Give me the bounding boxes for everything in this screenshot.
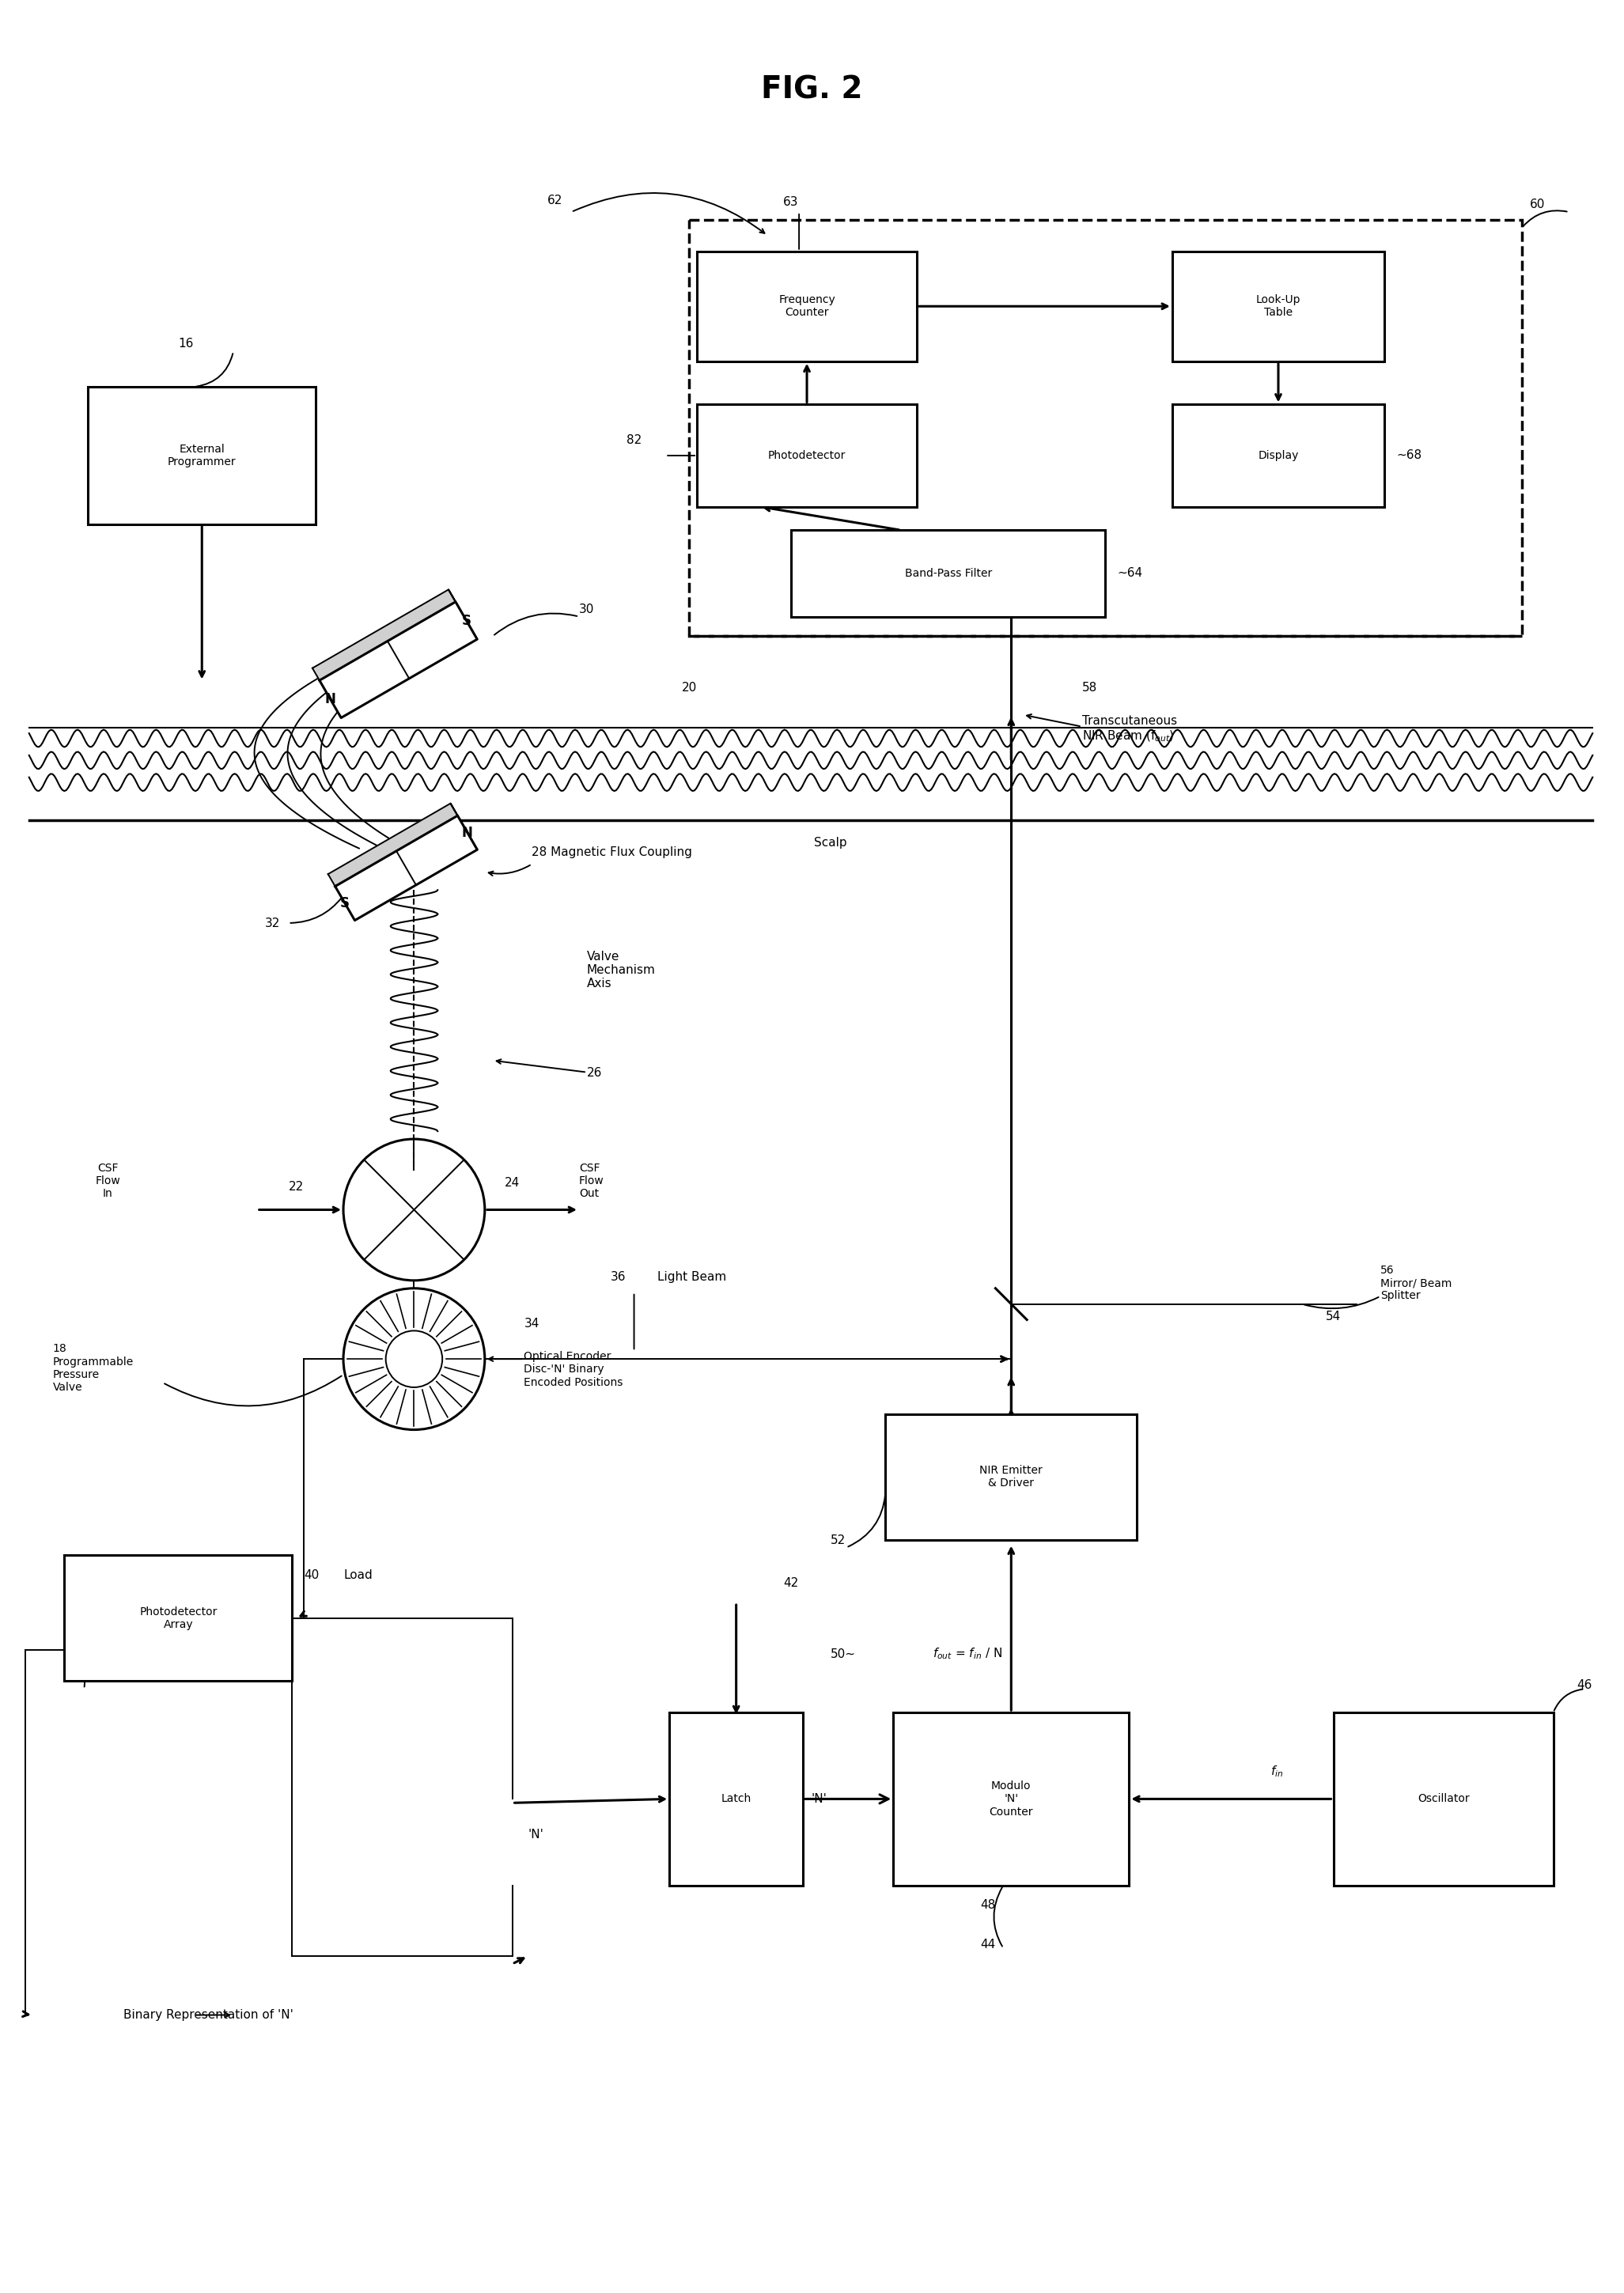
Text: Scalp: Scalp bbox=[814, 837, 848, 848]
Text: 28 Magnetic Flux Coupling: 28 Magnetic Flux Coupling bbox=[533, 846, 692, 858]
Text: Binary Representation of 'N': Binary Representation of 'N' bbox=[123, 2009, 294, 2022]
Text: 52: 52 bbox=[830, 1534, 846, 1545]
Text: 48: 48 bbox=[979, 1899, 996, 1912]
Text: 32: 32 bbox=[265, 917, 279, 929]
Text: NIR Emitter
& Driver: NIR Emitter & Driver bbox=[979, 1465, 1043, 1488]
FancyBboxPatch shape bbox=[697, 252, 918, 362]
Text: Valve
Mechanism
Axis: Valve Mechanism Axis bbox=[586, 952, 656, 991]
Text: N: N bbox=[325, 692, 336, 706]
Text: 'N': 'N' bbox=[528, 1830, 544, 1841]
Text: N: N bbox=[461, 825, 473, 839]
Text: Optical Encoder
Disc-'N' Binary
Encoded Positions: Optical Encoder Disc-'N' Binary Encoded … bbox=[525, 1351, 624, 1387]
Text: 44: 44 bbox=[979, 1938, 996, 1951]
Text: 22: 22 bbox=[289, 1181, 304, 1192]
FancyBboxPatch shape bbox=[1173, 252, 1384, 362]
Text: 60: 60 bbox=[1530, 199, 1544, 211]
Text: 42: 42 bbox=[783, 1578, 799, 1589]
Text: 50~: 50~ bbox=[830, 1649, 856, 1660]
FancyBboxPatch shape bbox=[885, 1415, 1137, 1539]
FancyBboxPatch shape bbox=[689, 220, 1522, 635]
Text: Transcutaneous
NIR Beam (f$_{out}$): Transcutaneous NIR Beam (f$_{out}$) bbox=[1082, 715, 1177, 743]
Text: 'N': 'N' bbox=[810, 1793, 827, 1805]
Text: 34: 34 bbox=[525, 1318, 539, 1330]
FancyBboxPatch shape bbox=[1173, 404, 1384, 507]
Text: 24: 24 bbox=[505, 1176, 520, 1188]
Text: Modulo
'N'
Counter: Modulo 'N' Counter bbox=[989, 1782, 1033, 1818]
Text: Photodetector
Array: Photodetector Array bbox=[140, 1607, 218, 1630]
Text: $f_{in}$: $f_{in}$ bbox=[1270, 1763, 1283, 1779]
Text: CSF
Flow
In: CSF Flow In bbox=[96, 1163, 120, 1199]
Text: Display: Display bbox=[1259, 449, 1299, 461]
Text: Frequency
Counter: Frequency Counter bbox=[778, 294, 835, 319]
Text: ~64: ~64 bbox=[1117, 566, 1143, 580]
Text: 46: 46 bbox=[1577, 1678, 1592, 1692]
FancyBboxPatch shape bbox=[65, 1555, 292, 1681]
Polygon shape bbox=[328, 803, 458, 887]
Text: 63: 63 bbox=[783, 197, 799, 209]
Text: CSF
Flow
Out: CSF Flow Out bbox=[580, 1163, 604, 1199]
Text: 56
Mirror/ Beam
Splitter: 56 Mirror/ Beam Splitter bbox=[1380, 1266, 1452, 1302]
Text: 18
Programmable
Pressure
Valve: 18 Programmable Pressure Valve bbox=[52, 1344, 133, 1392]
Text: Latch: Latch bbox=[721, 1793, 752, 1805]
FancyBboxPatch shape bbox=[697, 404, 918, 507]
Text: FIG. 2: FIG. 2 bbox=[762, 76, 862, 105]
Text: 58: 58 bbox=[1082, 681, 1098, 692]
Text: S: S bbox=[339, 897, 349, 910]
FancyBboxPatch shape bbox=[88, 388, 315, 525]
Text: 20: 20 bbox=[682, 681, 697, 692]
Text: 54: 54 bbox=[1325, 1309, 1341, 1323]
Text: 36: 36 bbox=[611, 1270, 625, 1282]
Polygon shape bbox=[312, 589, 456, 681]
Polygon shape bbox=[320, 601, 477, 718]
FancyBboxPatch shape bbox=[791, 530, 1106, 617]
Text: 82: 82 bbox=[627, 433, 641, 447]
Text: External
Programmer: External Programmer bbox=[167, 443, 235, 468]
Text: $f_{out}$ = $f_{in}$ / N: $f_{out}$ = $f_{in}$ / N bbox=[932, 1646, 1002, 1660]
Text: 30: 30 bbox=[580, 603, 594, 615]
Text: 62: 62 bbox=[547, 195, 564, 206]
FancyBboxPatch shape bbox=[669, 1713, 802, 1885]
FancyBboxPatch shape bbox=[1333, 1713, 1553, 1885]
Text: S: S bbox=[461, 615, 471, 628]
Polygon shape bbox=[450, 803, 477, 851]
Text: Photodetector: Photodetector bbox=[768, 449, 846, 461]
FancyBboxPatch shape bbox=[893, 1713, 1129, 1885]
Text: Load: Load bbox=[343, 1568, 372, 1582]
Polygon shape bbox=[335, 816, 477, 919]
Text: ~68: ~68 bbox=[1397, 449, 1421, 461]
Text: Light Beam: Light Beam bbox=[658, 1270, 726, 1282]
Text: 38: 38 bbox=[68, 1672, 84, 1683]
Text: Oscillator: Oscillator bbox=[1418, 1793, 1470, 1805]
Text: Look-Up
Table: Look-Up Table bbox=[1255, 294, 1301, 319]
Text: 26: 26 bbox=[586, 1066, 603, 1078]
Polygon shape bbox=[448, 589, 477, 640]
Text: 40: 40 bbox=[304, 1568, 320, 1582]
Text: Band-Pass Filter: Band-Pass Filter bbox=[905, 569, 992, 578]
Text: 16: 16 bbox=[179, 337, 193, 351]
